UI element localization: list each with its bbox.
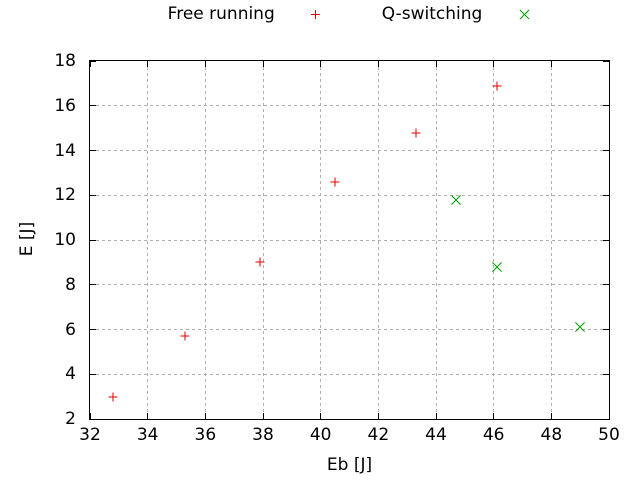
gridline-y-14 <box>90 150 609 151</box>
chart-legend: Free running Q-switching <box>90 3 609 25</box>
data-point-free-running-stroke <box>184 331 186 341</box>
data-point-free-running-stroke <box>112 392 114 402</box>
data-point-free-running <box>492 81 502 91</box>
x-tick-mark-top <box>377 61 379 67</box>
x-tick-mark-top <box>608 61 610 67</box>
x-tick-mark-bottom <box>262 413 264 419</box>
x-tick-mark-top <box>435 61 437 67</box>
x-tick-mark-bottom <box>550 413 552 419</box>
x-axis-label: Eb [J] <box>326 455 373 475</box>
legend-label-q-switching: Q-switching <box>381 4 483 24</box>
data-point-free-running <box>108 392 118 402</box>
gridline-y-8 <box>90 284 609 286</box>
y-tick-mark-right <box>603 239 609 241</box>
y-tick-label-8: 8 <box>65 274 76 295</box>
y-tick-mark-left <box>90 373 96 375</box>
x-tick-mark-bottom <box>320 413 322 419</box>
data-point-q-switching <box>490 260 503 273</box>
y-tick-label-2: 2 <box>65 409 76 429</box>
data-point-free-running-stroke <box>334 177 336 187</box>
y-tick-mark-right <box>603 150 609 151</box>
x-tick-label-40: 40 <box>309 425 332 445</box>
data-point-free-running <box>411 128 421 138</box>
gridline-y-16 <box>90 105 609 107</box>
x-tick-mark-top <box>493 61 495 67</box>
x-tick-label-42: 42 <box>367 425 390 445</box>
y-tick-label-10: 10 <box>54 230 76 250</box>
y-tick-label-16: 16 <box>54 95 76 116</box>
legend-marker-q-switching <box>518 8 531 21</box>
x-tick-mark-bottom <box>435 413 437 419</box>
data-point-free-running-stroke <box>259 257 261 267</box>
x-tick-label-48: 48 <box>540 425 563 445</box>
x-tick-mark-bottom <box>608 413 610 419</box>
y-tick-mark-right <box>603 284 609 286</box>
gridline-y-12 <box>90 194 609 196</box>
x-tick-mark-top <box>204 61 206 67</box>
x-tick-mark-bottom <box>493 413 495 419</box>
x-tick-label-44: 44 <box>425 425 447 445</box>
x-tick-mark-bottom <box>147 413 149 419</box>
data-point-q-switching <box>450 193 463 206</box>
y-tick-mark-right <box>603 194 609 196</box>
y-tick-label-18: 18 <box>54 51 76 71</box>
y-tick-mark-left <box>90 105 96 107</box>
x-tick-label-32: 32 <box>79 425 101 445</box>
data-point-q-switching <box>574 321 587 334</box>
y-axis-tick-labels: 2 4 6 8 10 12 14 16 18 <box>0 51 76 429</box>
y-tick-mark-right <box>603 418 609 420</box>
y-tick-mark-left <box>90 194 96 196</box>
y-tick-mark-left <box>90 329 96 330</box>
x-tick-label-36: 36 <box>194 425 217 445</box>
y-tick-label-6: 6 <box>65 319 76 340</box>
y-tick-mark-right <box>603 105 609 107</box>
y-tick-mark-left <box>90 418 96 420</box>
x-tick-mark-top <box>89 61 91 67</box>
x-tick-mark-top <box>262 61 264 67</box>
gridline-y-6 <box>90 329 609 330</box>
legend-marker-free-running <box>310 9 320 19</box>
legend-item-free-running: Free running <box>168 4 320 24</box>
x-tick-mark-bottom <box>377 413 379 419</box>
x-tick-mark-top <box>147 61 149 67</box>
x-axis-tick-labels: 32 34 36 38 40 42 44 46 48 50 <box>79 425 620 445</box>
data-point-free-running-stroke <box>496 81 498 91</box>
y-tick-label-4: 4 <box>65 364 76 385</box>
x-tick-mark-bottom <box>89 413 91 419</box>
data-point-free-running <box>255 257 265 267</box>
y-tick-mark-left <box>90 239 96 241</box>
y-tick-mark-left <box>90 150 96 151</box>
legend-item-q-switching: Q-switching <box>382 4 532 24</box>
x-tick-label-50: 50 <box>598 425 620 445</box>
x-tick-label-38: 38 <box>252 425 274 445</box>
plot-area <box>89 60 610 420</box>
y-tick-label-12: 12 <box>54 185 76 206</box>
y-tick-mark-left <box>90 284 96 286</box>
data-point-free-running-stroke <box>415 128 417 138</box>
x-tick-mark-top <box>320 61 322 67</box>
gridline-y-4 <box>90 373 609 375</box>
x-tick-mark-bottom <box>204 413 206 419</box>
gridline-y-10 <box>90 239 609 241</box>
y-tick-mark-right <box>603 329 609 330</box>
y-tick-label-14: 14 <box>54 140 76 161</box>
x-tick-mark-top <box>550 61 552 67</box>
data-point-free-running <box>180 331 190 341</box>
y-tick-mark-left <box>90 60 96 62</box>
y-tick-mark-right <box>603 60 609 62</box>
y-tick-mark-right <box>603 373 609 375</box>
x-tick-label-46: 46 <box>482 425 505 445</box>
x-tick-label-34: 34 <box>136 425 159 445</box>
data-point-free-running <box>330 177 340 187</box>
legend-label-free-running: Free running <box>167 4 275 24</box>
legend-marker-free-running-stroke <box>314 9 316 19</box>
